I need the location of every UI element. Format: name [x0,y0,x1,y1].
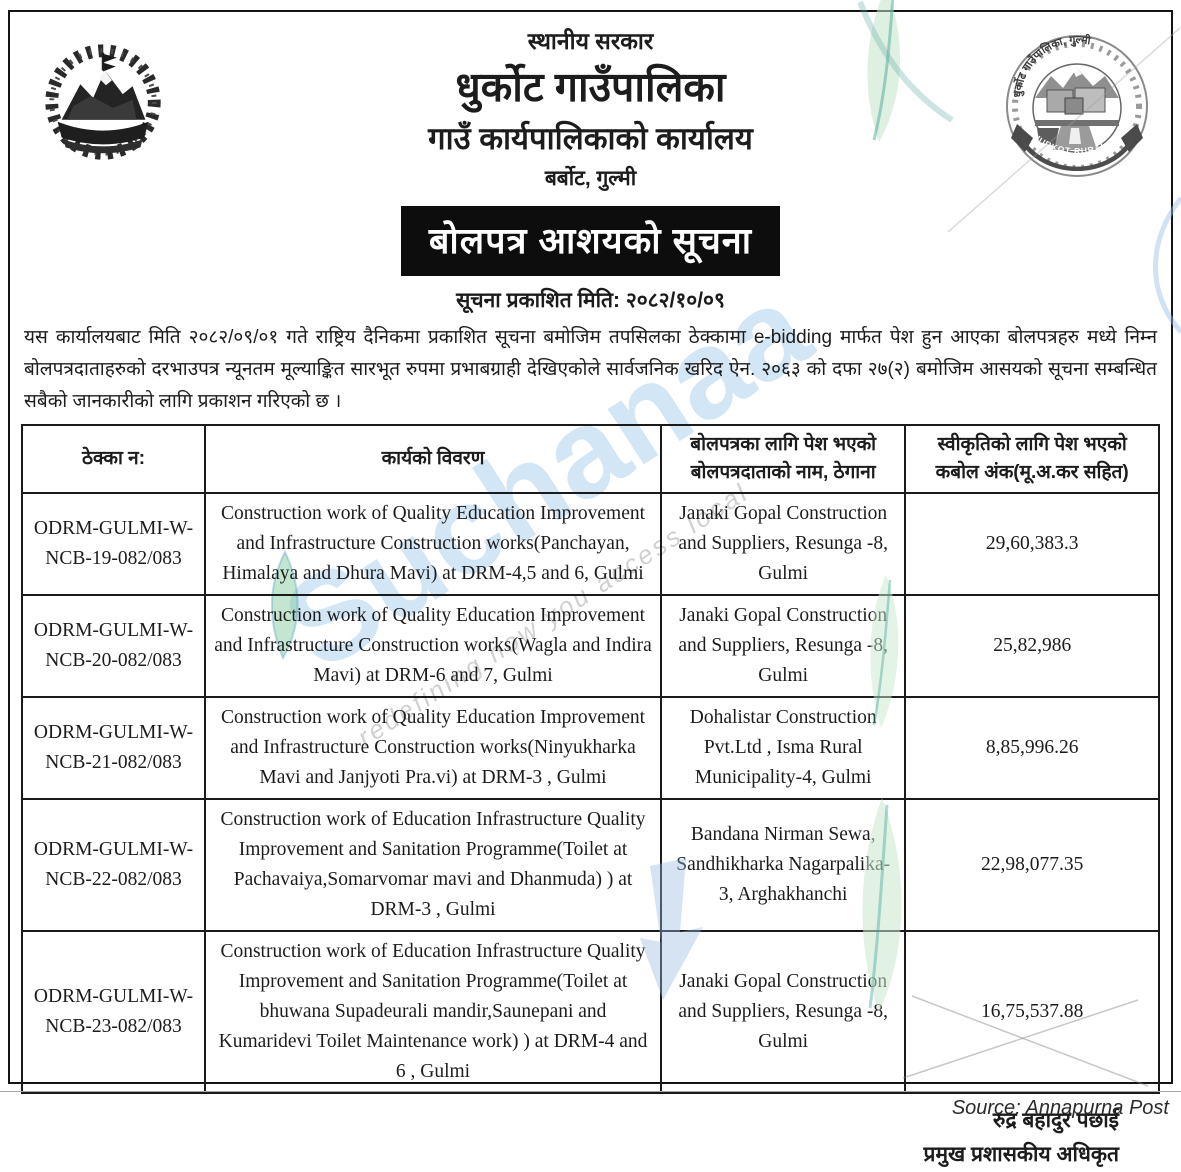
municipality-title: धुर्कोट गाउँपालिका [455,64,726,110]
work-description-cell: Construction work of Quality Education I… [204,696,662,800]
bidder-cell: Janaki Gopal Construction and Suppliers,… [659,492,907,596]
footer-divider [0,1091,1181,1092]
source-credit: Source: Annapurna Post [951,1097,1169,1119]
notice-border-box: धुर्कोट गाउँपालिका, गुल्मी DHURKOT RURAL… [8,10,1173,1166]
col-header-contract-no: ठेक्का न: [20,424,207,494]
col-header-work-description: कार्यको विवरण [204,424,662,494]
banner-wrapper: बोलपत्र आशयको सूचना [10,206,1171,276]
table-row: ODRM-GULMI-W-NCB-19-082/083 Construction… [20,492,1160,596]
local-government-label: स्थानीय सरकार [527,28,654,54]
contract-no-cell: ODRM-GULMI-W-NCB-20-082/083 [20,594,207,698]
bidder-cell: Bandana Nirman Sewa, Sandhikharka Nagarp… [659,798,907,932]
contract-no-cell: ODRM-GULMI-W-NCB-22-082/083 [20,798,207,932]
intro-paragraph: यस कार्यालयबाट मिति २०८२/०९/०१ गते राष्ट… [24,327,1157,412]
tender-table-head: ठेक्का न: कार्यको विवरण बोलपत्रका लागि प… [20,424,1160,494]
amount-cell: 22,98,077.35 [904,798,1160,932]
tender-table: ठेक्का न: कार्यको विवरण बोलपत्रका लागि प… [20,424,1160,1094]
bidder-cell: Dohalistar Construction Pvt.Ltd , Isma R… [659,696,907,800]
table-row: ODRM-GULMI-W-NCB-23-082/083 Construction… [20,930,1160,1094]
dhurkot-municipality-seal-icon: धुर्कोट गाउँपालिका, गुल्मी DHURKOT RURAL… [1001,28,1148,177]
contract-no-cell: ODRM-GULMI-W-NCB-21-082/083 [20,696,207,800]
amount-cell: 25,82,986 [904,594,1160,698]
office-name: गाउँ कार्यपालिकाको कार्यालय [428,121,753,156]
col-header-bidder-name: बोलपत्रका लागि पेश भएको बोलपत्रदाताको ना… [659,424,907,494]
office-address: बर्बोट, गुल्मी [544,167,637,190]
work-description-cell: Construction work of Education Infrastru… [204,930,662,1094]
notice-header: स्थानीय सरकार धुर्कोट गाउँपालिका गाउँ का… [10,12,1171,314]
header-row: ठेक्का न: कार्यको विवरण बोलपत्रका लागि प… [20,424,1160,494]
table-row: ODRM-GULMI-W-NCB-20-082/083 Construction… [20,594,1160,698]
work-description-cell: Construction work of Quality Education I… [204,594,662,698]
tender-table-body: ODRM-GULMI-W-NCB-19-082/083 Construction… [20,492,1160,1094]
notice-title-banner: बोलपत्र आशयको सूचना [400,206,781,276]
nepal-government-emblem-icon [45,44,161,160]
amount-cell: 16,75,537.88 [904,930,1160,1094]
table-row: ODRM-GULMI-W-NCB-21-082/083 Construction… [20,696,1160,800]
amount-cell: 29,60,383.3 [904,492,1160,596]
signatory-designation: प्रमुख प्रशासकीय अधिकृत [923,1143,1119,1166]
col-header-quoted-amount: स्वीकृतिको लागि पेश भएको कबोल अंक(मू.अ.क… [904,424,1160,494]
contract-no-cell: ODRM-GULMI-W-NCB-19-082/083 [20,492,207,596]
bidder-cell: Janaki Gopal Construction and Suppliers,… [659,594,907,698]
contract-no-cell: ODRM-GULMI-W-NCB-23-082/083 [20,930,207,1094]
published-date: सूचना प्रकाशित मिति: २०८२/१०/०९ [456,289,725,312]
work-description-cell: Construction work of Education Infrastru… [204,798,662,932]
amount-cell: 8,85,996.26 [904,696,1160,800]
work-description-cell: Construction work of Quality Education I… [204,492,662,596]
bidder-cell: Janaki Gopal Construction and Suppliers,… [659,930,907,1094]
table-row: ODRM-GULMI-W-NCB-22-082/083 Construction… [20,798,1160,932]
